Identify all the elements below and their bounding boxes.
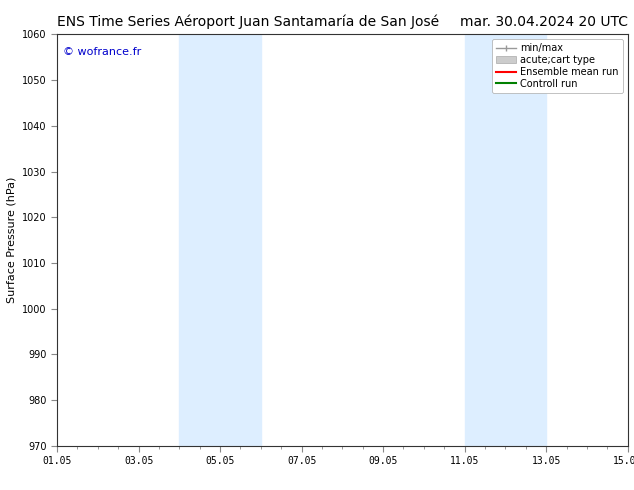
Text: ENS Time Series Aéroport Juan Santamaría de San José: ENS Time Series Aéroport Juan Santamaría…	[57, 15, 439, 29]
Bar	[465, 34, 546, 446]
Bar	[179, 34, 261, 446]
Text: © wofrance.fr: © wofrance.fr	[63, 47, 141, 57]
Text: mar. 30.04.2024 20 UTC: mar. 30.04.2024 20 UTC	[460, 15, 628, 29]
Y-axis label: Surface Pressure (hPa): Surface Pressure (hPa)	[6, 177, 16, 303]
Legend: min/max, acute;cart type, Ensemble mean run, Controll run: min/max, acute;cart type, Ensemble mean …	[492, 39, 623, 93]
